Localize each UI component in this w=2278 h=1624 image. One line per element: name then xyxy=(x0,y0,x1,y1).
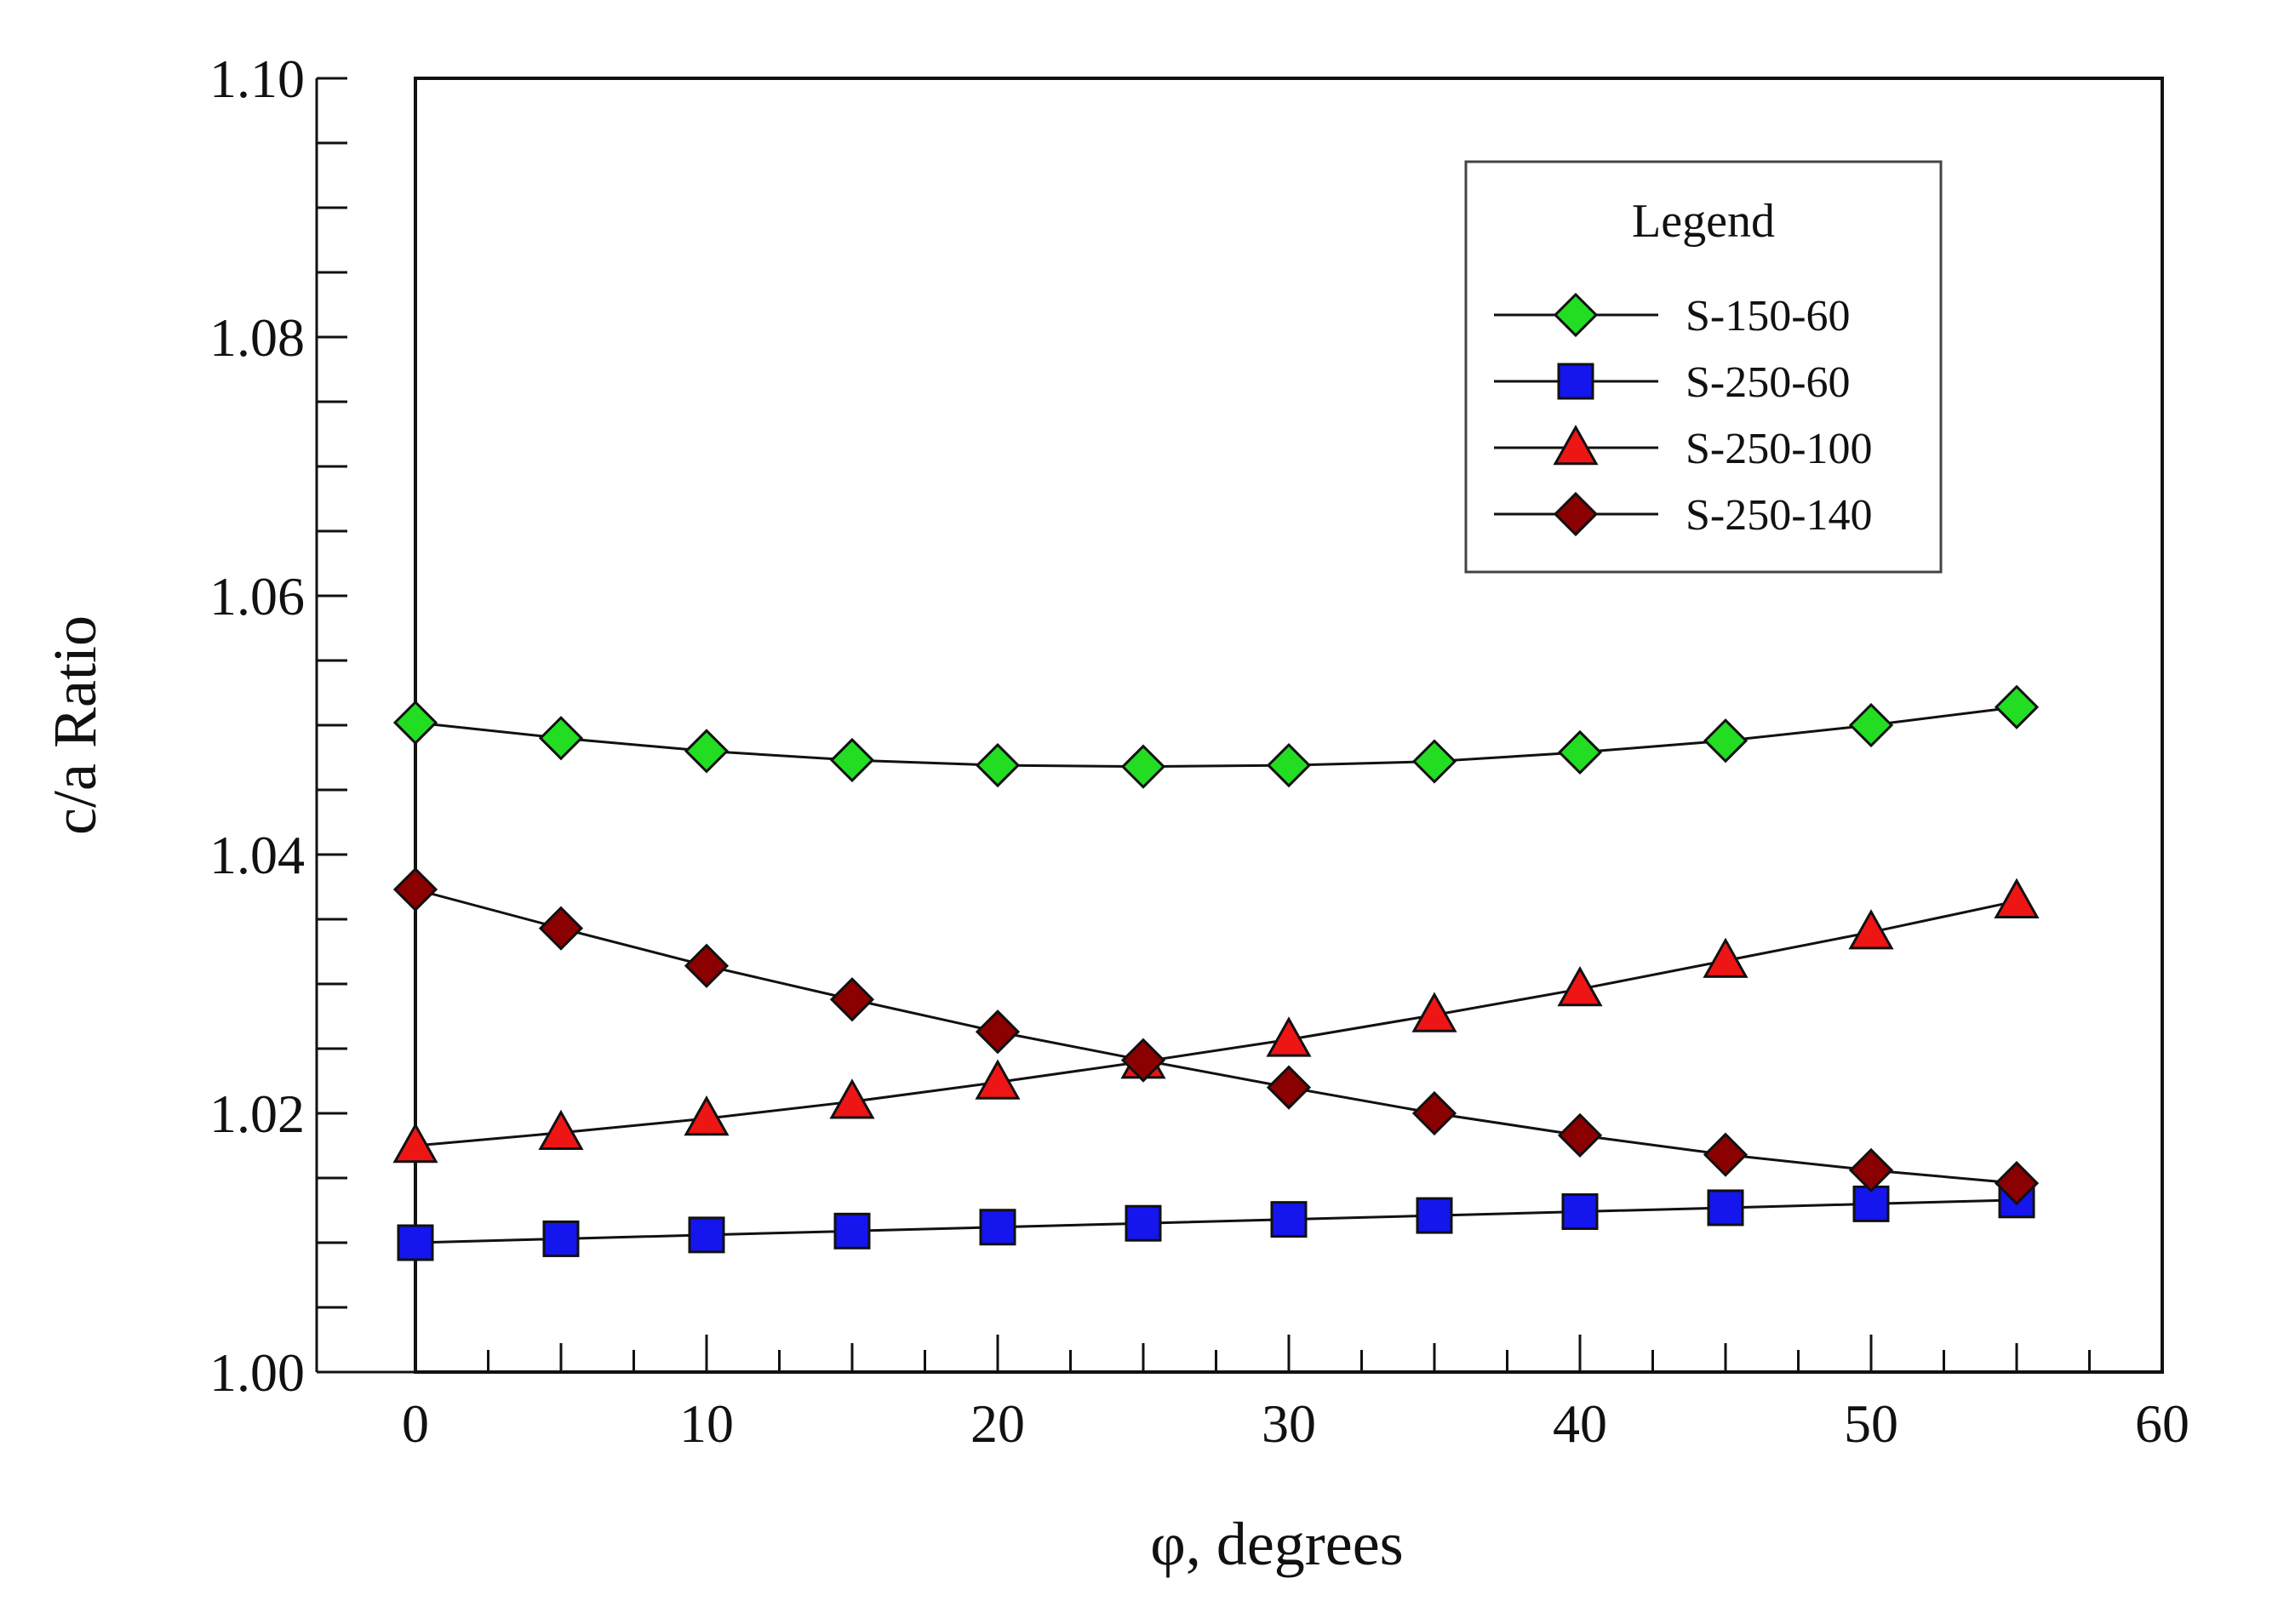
data-point xyxy=(975,1059,1021,1100)
data-point xyxy=(392,866,438,912)
data-point xyxy=(833,1212,871,1249)
data-point xyxy=(392,1122,438,1164)
data-point xyxy=(684,1095,730,1136)
legend-item: S-250-100 xyxy=(1494,424,1873,473)
data-point xyxy=(979,1209,1016,1246)
series-layer xyxy=(392,684,2040,1261)
legend-title: Legend xyxy=(1632,195,1775,248)
data-point xyxy=(1120,744,1166,789)
data-point xyxy=(392,700,438,746)
legend-item: S-250-60 xyxy=(1494,358,1851,407)
y-tick-label: 1.02 xyxy=(209,1084,305,1144)
y-tick-label: 1.04 xyxy=(209,825,305,885)
data-point xyxy=(1120,1038,1166,1083)
data-point xyxy=(975,1009,1021,1055)
series-S-250-100 xyxy=(392,878,2040,1164)
data-point xyxy=(1848,702,1894,748)
data-point xyxy=(1125,1204,1162,1242)
x-tick-label: 60 xyxy=(2135,1393,2189,1454)
series-line xyxy=(415,900,2018,1147)
legend-label: S-250-100 xyxy=(1686,425,1873,473)
data-point xyxy=(538,716,584,761)
data-point xyxy=(829,1078,875,1119)
series-S-150-60 xyxy=(392,684,2040,789)
data-point xyxy=(1266,1065,1312,1110)
data-point xyxy=(1411,1090,1457,1136)
data-point xyxy=(397,1224,434,1261)
data-point xyxy=(1994,684,2040,729)
data-point xyxy=(1270,1201,1308,1238)
x-axis: 0 10 20 30 40 50 60 xyxy=(317,1335,2189,1454)
data-point xyxy=(1994,878,2040,918)
y-tick-label: 1.08 xyxy=(209,307,305,368)
data-point xyxy=(688,1216,725,1254)
data-point xyxy=(538,1109,584,1151)
x-axis-title: φ, degrees xyxy=(1150,1510,1403,1578)
legend-marker xyxy=(1553,292,1599,338)
data-point xyxy=(829,737,875,783)
data-point xyxy=(975,742,1021,788)
y-tick-label: 1.10 xyxy=(209,49,305,109)
legend-label: S-250-140 xyxy=(1686,491,1873,540)
data-point xyxy=(1703,1132,1749,1177)
legend-items: S-150-60 S-250-60 S-250-100 S-250-140 xyxy=(1494,292,1873,540)
data-point xyxy=(1561,1193,1599,1231)
data-point xyxy=(1707,1189,1744,1227)
data-point xyxy=(1411,992,1457,1032)
x-tick-label: 50 xyxy=(1844,1393,1898,1454)
x-tick-label: 30 xyxy=(1262,1393,1316,1454)
data-point xyxy=(1557,966,1603,1007)
legend-label: S-150-60 xyxy=(1686,292,1851,340)
data-point xyxy=(1266,1016,1312,1057)
legend-box xyxy=(1464,160,1943,574)
series-line xyxy=(415,888,2018,1185)
y-tick-label: 1.00 xyxy=(209,1342,305,1403)
legend-item: S-250-140 xyxy=(1494,491,1873,540)
series-line xyxy=(415,1198,2018,1244)
data-point xyxy=(684,729,730,774)
data-point xyxy=(1703,718,1749,763)
legend-marker xyxy=(1553,491,1599,537)
data-point xyxy=(1557,1112,1603,1158)
legend-marker xyxy=(1553,424,1599,466)
legend-marker xyxy=(1557,363,1594,400)
legend-item: S-150-60 xyxy=(1494,292,1851,340)
data-point xyxy=(542,1220,580,1257)
data-point xyxy=(1703,937,1749,978)
legend: Legend S-150-60 S-250-60 S-250-100 S-250-14… xyxy=(1464,160,1943,574)
data-point xyxy=(829,977,875,1022)
data-point xyxy=(538,906,584,951)
y-axis-title: c/a Ratio xyxy=(41,615,109,835)
legend-label: S-250-60 xyxy=(1686,358,1851,407)
x-tick-label: 10 xyxy=(679,1393,734,1454)
data-point xyxy=(1411,739,1457,784)
data-point xyxy=(1848,909,1894,950)
x-tick-label: 0 xyxy=(402,1393,429,1454)
series-S-250-60 xyxy=(397,1181,2035,1261)
data-point xyxy=(1994,1160,2040,1206)
x-tick-label: 40 xyxy=(1553,1393,1607,1454)
series-S-250-140 xyxy=(392,866,2040,1206)
data-point xyxy=(1848,1147,1894,1193)
x-tick-label: 20 xyxy=(970,1393,1025,1454)
data-point xyxy=(1557,729,1603,775)
data-point xyxy=(1416,1197,1453,1234)
y-tick-label: 1.06 xyxy=(209,566,305,626)
y-axis: 1.00 1.02 1.04 1.06 1.08 1.10 xyxy=(209,49,347,1403)
data-point xyxy=(684,943,730,988)
data-point xyxy=(1266,742,1312,788)
series-line xyxy=(415,706,2018,769)
